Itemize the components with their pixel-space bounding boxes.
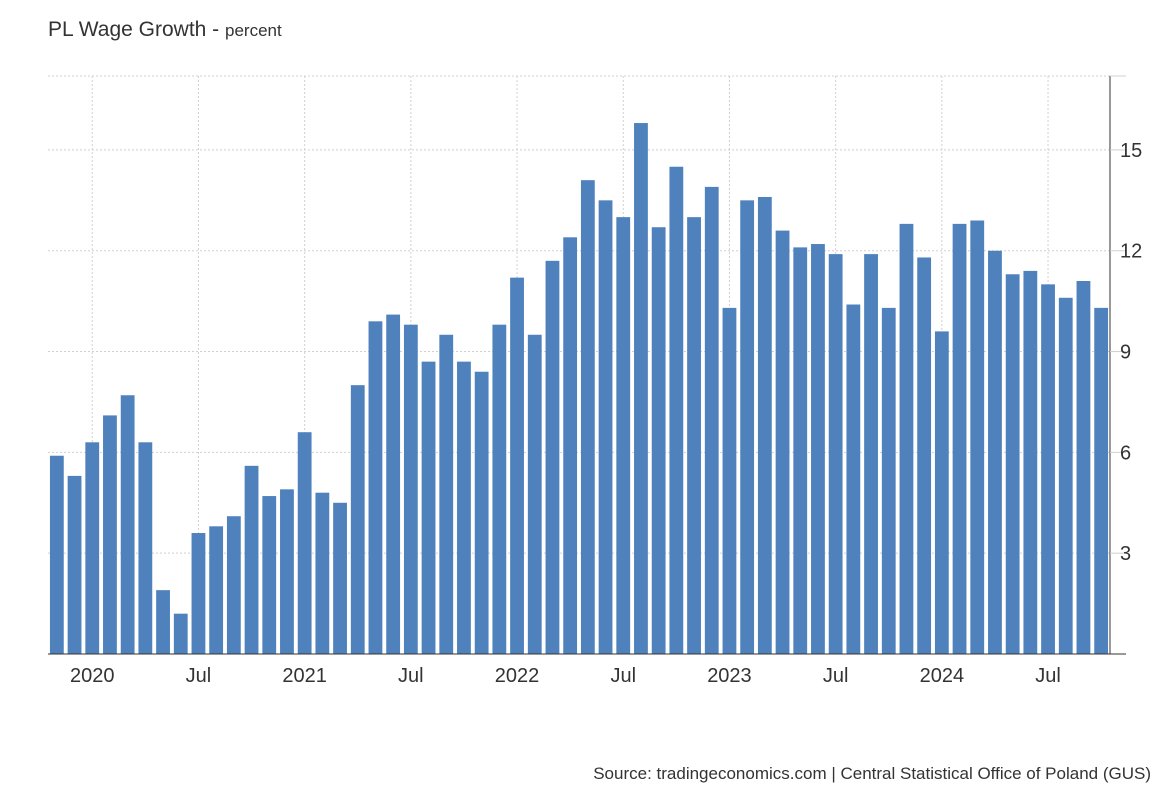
bar-2020-01 bbox=[85, 442, 100, 654]
bar-2023-11 bbox=[899, 223, 914, 654]
x-tick-label: 2020 bbox=[70, 665, 115, 687]
bar-2024-05 bbox=[1005, 274, 1020, 654]
bar-2020-03 bbox=[120, 395, 135, 654]
bar-2021-09 bbox=[439, 334, 454, 654]
y-tick-label: 15 bbox=[1120, 140, 1142, 162]
bar-2020-02 bbox=[103, 415, 117, 654]
axes bbox=[48, 75, 1126, 655]
bar-2023-04 bbox=[775, 230, 790, 654]
bar-2022-04 bbox=[563, 237, 578, 655]
bar-2022-07 bbox=[616, 217, 631, 655]
bar-2023-10 bbox=[881, 307, 896, 654]
bar-2024-01 bbox=[934, 331, 949, 654]
y-tick-label: 9 bbox=[1120, 342, 1131, 364]
bar-2023-03 bbox=[757, 196, 772, 654]
bar-2020-08 bbox=[209, 526, 224, 654]
bar-2023-05 bbox=[793, 247, 808, 654]
bar-2021-11 bbox=[474, 371, 489, 654]
x-tick-label: 2022 bbox=[495, 665, 540, 687]
bar-2023-02 bbox=[740, 200, 755, 654]
bar-2023-12 bbox=[917, 257, 932, 654]
bar-2021-04 bbox=[350, 385, 365, 654]
x-tick-label: Jul bbox=[1035, 665, 1061, 687]
chart-title-text: PL Wage Growth bbox=[48, 18, 207, 41]
bar-2024-03 bbox=[970, 220, 985, 654]
bar-2019-11 bbox=[49, 455, 64, 654]
chart-unit: percent bbox=[225, 21, 282, 40]
x-tick-label: Jul bbox=[610, 665, 636, 687]
x-tick-label: 2021 bbox=[282, 665, 327, 687]
bar-2020-05 bbox=[156, 590, 170, 654]
bar-2019-12 bbox=[67, 475, 82, 654]
bar-2020-11 bbox=[262, 496, 277, 654]
bar-2022-08 bbox=[634, 123, 648, 654]
x-tick-label: Jul bbox=[186, 665, 212, 687]
bar-2024-10 bbox=[1094, 307, 1109, 654]
bar-2021-05 bbox=[368, 321, 383, 654]
bar-2023-09 bbox=[864, 254, 878, 654]
x-tick-label: Jul bbox=[823, 665, 849, 687]
x-tick-label: 2023 bbox=[707, 665, 752, 687]
bar-2024-08 bbox=[1058, 297, 1073, 654]
bar-2024-04 bbox=[988, 250, 1002, 654]
bar-2023-07 bbox=[828, 254, 843, 654]
bar-2022-05 bbox=[580, 180, 595, 654]
x-tick-label: 2024 bbox=[920, 665, 965, 687]
bar-2023-01 bbox=[722, 307, 737, 654]
bar-2022-11 bbox=[687, 217, 701, 655]
tick-labels: 3 6 9 12 15 2020 Jul 2021 Jul 2022 Jul 2023 Jul 2024 J… bbox=[70, 140, 1142, 687]
y-tick-label: 12 bbox=[1120, 241, 1142, 263]
y-tick-label: 6 bbox=[1120, 442, 1131, 464]
bar-2022-09 bbox=[651, 227, 666, 654]
bar-2020-12 bbox=[280, 489, 294, 654]
bar-2020-06 bbox=[173, 613, 188, 654]
bar-2020-09 bbox=[226, 516, 241, 654]
bar-2022-02 bbox=[527, 334, 542, 654]
bar-2021-01 bbox=[297, 432, 312, 654]
bar-2021-03 bbox=[333, 502, 347, 654]
source-note: Source: tradingeconomics.com | Central S… bbox=[593, 764, 1151, 783]
bar-2022-10 bbox=[669, 166, 684, 655]
bar-2023-08 bbox=[846, 304, 861, 654]
bar-2021-02 bbox=[315, 492, 330, 654]
bar-2021-07 bbox=[403, 324, 418, 654]
bar-2020-07 bbox=[191, 533, 206, 654]
bar-2020-04 bbox=[138, 442, 153, 654]
bar-2020-10 bbox=[244, 465, 259, 654]
bar-2024-02 bbox=[952, 223, 967, 654]
bar-2024-06 bbox=[1023, 270, 1038, 654]
bar-chart: 3 6 9 12 15 2020 Jul 2021 Jul 2022 Jul 2023 Jul 2024 J… bbox=[48, 75, 1142, 687]
bar-2022-01 bbox=[510, 277, 524, 654]
bar-2021-08 bbox=[421, 361, 436, 654]
bar-2022-06 bbox=[598, 200, 613, 654]
y-tick-label: 3 bbox=[1120, 543, 1131, 565]
bar-2021-12 bbox=[492, 324, 507, 654]
bar-2023-06 bbox=[811, 244, 825, 654]
grid-lines bbox=[48, 75, 1110, 654]
chart-title: PL Wage Growth - percent bbox=[48, 18, 282, 41]
bar-2022-03 bbox=[545, 260, 560, 654]
x-tick-label: Jul bbox=[398, 665, 424, 687]
bar-series bbox=[49, 123, 1109, 655]
bar-2024-07 bbox=[1041, 284, 1055, 654]
bar-2021-06 bbox=[386, 314, 401, 654]
bar-2021-10 bbox=[457, 361, 471, 654]
bar-2022-12 bbox=[704, 186, 719, 654]
bar-2024-09 bbox=[1076, 280, 1091, 654]
